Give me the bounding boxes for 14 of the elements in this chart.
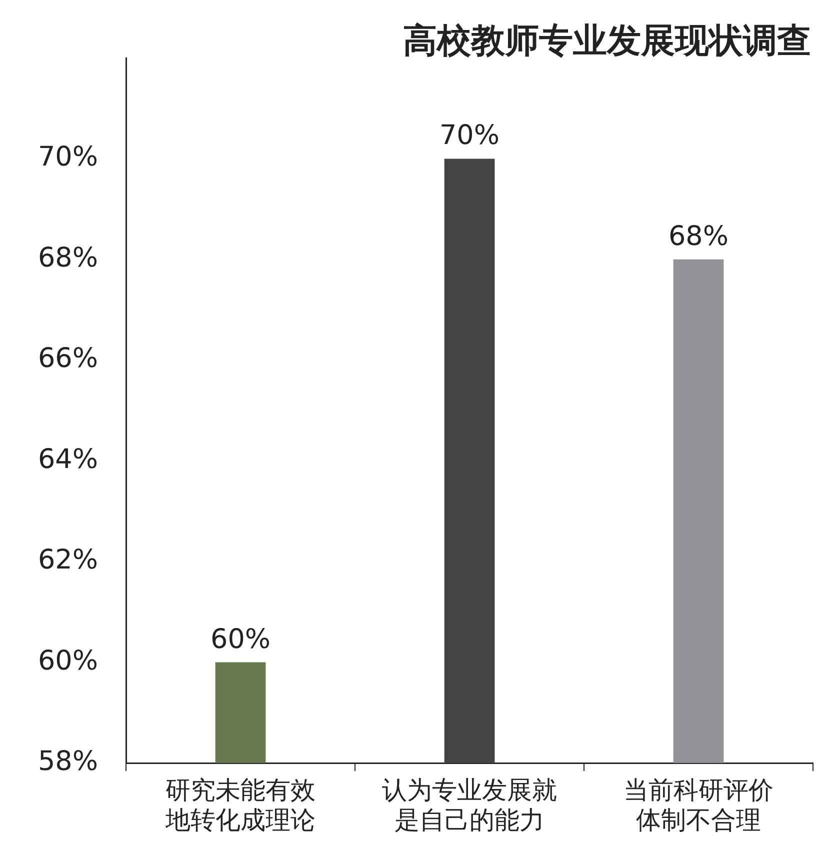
data-label: 60% xyxy=(210,624,271,655)
y-tick-label: 68% xyxy=(38,242,98,274)
y-tick-label: 70% xyxy=(38,142,98,173)
y-tick-label: 62% xyxy=(38,544,98,576)
x-tick-label: 研究未能有效地转化成理论 xyxy=(164,776,316,834)
x-tick-label: 当前科研评价体制不合理 xyxy=(624,776,774,834)
chart-title: 高校教师专业发展现状调查 xyxy=(403,20,811,63)
x-tick-label: 认为专业发展就是自己的能力 xyxy=(382,776,558,834)
y-tick-label: 60% xyxy=(38,645,98,676)
data-label: 70% xyxy=(440,120,500,152)
y-tick-label: 66% xyxy=(38,343,98,374)
y-tick-label: 64% xyxy=(38,444,98,475)
data-label: 68% xyxy=(668,220,729,252)
y-tick-label: 58% xyxy=(38,746,98,778)
